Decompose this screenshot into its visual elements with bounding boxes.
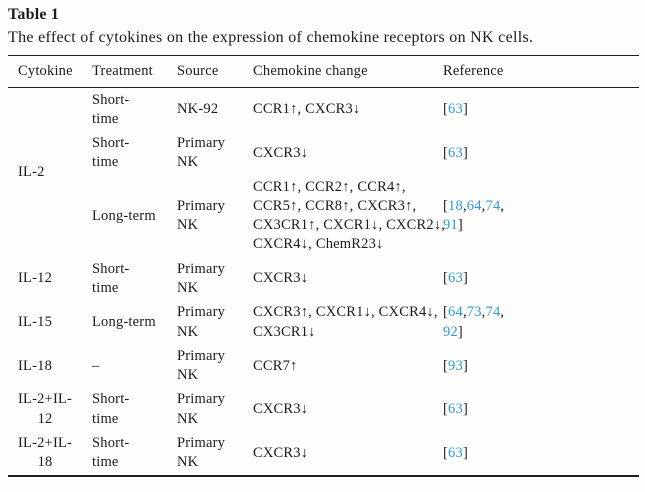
reference-cell: [63] (433, 388, 639, 432)
reference-link[interactable]: 74 (485, 197, 501, 214)
source-cell: Primary NK (177, 391, 226, 427)
cytokine-cell: IL-18 (8, 344, 82, 388)
treatment-cell: Short- time (92, 91, 130, 127)
reference-link[interactable]: 63 (448, 144, 463, 161)
table-caption-description: The effect of cytokines on the expressio… (8, 29, 534, 46)
reference-link[interactable]: 63 (448, 101, 463, 118)
table-row: IL-2 Short- time NK-92 CCR1↑, CXCR3↓ [63… (8, 88, 639, 180)
reference-cell: [64,73,74, 92] (433, 301, 639, 345)
cytokine-cell: IL-2+IL- 12 (8, 388, 82, 432)
chemokine-change-cell: CXCR3↓ (253, 401, 309, 418)
reference-link[interactable]: 63 (448, 444, 463, 461)
reference-punct: [ (443, 444, 449, 461)
header-row: Cytokine Treatment Source Chemokine chan… (8, 55, 639, 88)
reference-link[interactable]: 18 (448, 197, 463, 214)
table-row: IL-15 Long-term Primary NK CXCR3↑, CXCR1… (8, 301, 639, 345)
reference-punct: [ (443, 357, 449, 374)
chemokine-change-cell: CCR1↑, CCR2↑, CCR4↑, CCR5↑, CCR8↑, CXCR3… (253, 178, 446, 253)
reference-link[interactable]: 93 (448, 357, 463, 374)
reference-punct: , (500, 197, 505, 214)
cytokine-chemokine-table: Cytokine Treatment Source Chemokine chan… (8, 55, 639, 478)
cytokine-cell: IL-2 (8, 88, 82, 258)
reference-punct: [ (443, 101, 449, 118)
treatment-cell: – (92, 357, 100, 374)
reference-punct: [ (443, 270, 449, 287)
column-header-reference: Reference (433, 55, 639, 88)
cytokine-cell: IL-2+IL- 18 (8, 432, 82, 477)
table-row: IL-2+IL- 18 Short- time Primary NK CXCR3… (8, 432, 639, 477)
reference-punct: ] (457, 217, 463, 234)
table-caption-label: Table 1 (8, 6, 60, 23)
chemokine-change-cell: CXCR3↓ (253, 270, 309, 287)
reference-punct: , (500, 304, 505, 321)
chemokine-change-cell: CXCR3↓ (253, 444, 309, 461)
reference-cell: [63] (433, 88, 639, 132)
reference-link[interactable]: 92 (443, 323, 458, 340)
table-row: Short- time Primary NK CXCR3↓ [63] (8, 132, 639, 176)
cytokine-label: IL-12 (18, 270, 53, 287)
source-cell: Primary NK (177, 260, 226, 297)
source-cell: Primary NK (177, 197, 226, 234)
reference-link[interactable]: 74 (485, 304, 501, 321)
reference-punct: ] (462, 144, 468, 161)
reference-punct: ] (457, 323, 463, 340)
chemokine-change-cell: CCR7↑ (253, 357, 298, 374)
reference-punct: ] (462, 357, 468, 374)
treatment-cell: Short- time (92, 260, 130, 297)
reference-link[interactable]: 63 (448, 270, 463, 287)
cytokine-label: IL-2 (18, 163, 45, 180)
cytokine-label: IL-15 (18, 313, 53, 330)
treatment-cell: Long-term (92, 207, 156, 224)
reference-link[interactable]: 91 (443, 217, 458, 234)
reference-cell: [63] (433, 132, 639, 176)
chemokine-change-cell: CCR1↑, CXCR3↓ (253, 101, 361, 118)
cytokine-cell: IL-12 (8, 257, 82, 301)
table-row: IL-2+IL- 12 Short- time Primary NK CXCR3… (8, 388, 639, 432)
column-header-treatment: Treatment (82, 55, 167, 88)
source-cell: Primary NK (177, 135, 226, 171)
column-header-chemokine-change: Chemokine change (243, 55, 433, 88)
reference-cell: [18,64,74, 91] (433, 175, 639, 257)
chemokine-change-cell: CXCR3↓ (253, 144, 309, 161)
reference-link[interactable]: 64 (448, 304, 463, 321)
treatment-cell: Short- time (92, 135, 130, 171)
treatment-cell: Long-term (92, 313, 156, 330)
reference-punct: [ (443, 304, 449, 321)
cytokine-label: IL-2+IL- 18 (18, 435, 73, 471)
column-header-source: Source (167, 55, 243, 88)
paper-table-figure: Table 1 The effect of cytokines on the e… (8, 6, 639, 478)
reference-punct: , (481, 197, 486, 214)
reference-punct: , (462, 197, 467, 214)
cytokine-label: IL-18 (18, 357, 53, 374)
column-header-cytokine: Cytokine (8, 55, 82, 88)
reference-cell: [63] (433, 432, 639, 477)
source-cell: NK-92 (177, 101, 219, 118)
reference-punct: ] (462, 444, 468, 461)
cytokine-label: IL-2+IL- 12 (18, 391, 73, 427)
table-row: Long-term Primary NK CCR1↑, CCR2↑, CCR4↑… (8, 175, 639, 257)
source-cell: Primary NK (177, 347, 226, 384)
table-row: IL-18 – Primary NK CCR7↑ [93] (8, 344, 639, 388)
reference-cell: [63] (433, 257, 639, 301)
reference-punct: , (481, 304, 486, 321)
reference-punct: ] (462, 270, 468, 287)
reference-punct: , (462, 304, 467, 321)
reference-link[interactable]: 73 (466, 304, 482, 321)
reference-punct: ] (462, 101, 468, 118)
reference-link[interactable]: 63 (448, 401, 463, 418)
reference-punct: ] (462, 401, 468, 418)
reference-punct: [ (443, 144, 449, 161)
source-cell: Primary NK (177, 304, 226, 340)
reference-punct: [ (443, 197, 449, 214)
treatment-cell: Short- time (92, 391, 130, 427)
reference-punct: [ (443, 401, 449, 418)
cytokine-cell: IL-15 (8, 301, 82, 345)
chemokine-change-cell: CXCR3↑, CXCR1↓, CXCR4↓, CX3CR1↓ (253, 304, 438, 340)
reference-cell: [93] (433, 344, 639, 388)
source-cell: Primary NK (177, 435, 226, 471)
reference-link[interactable]: 64 (466, 197, 482, 214)
table-row: IL-12 Short- time Primary NK CXCR3↓ [63] (8, 257, 639, 301)
treatment-cell: Short- time (92, 435, 130, 471)
